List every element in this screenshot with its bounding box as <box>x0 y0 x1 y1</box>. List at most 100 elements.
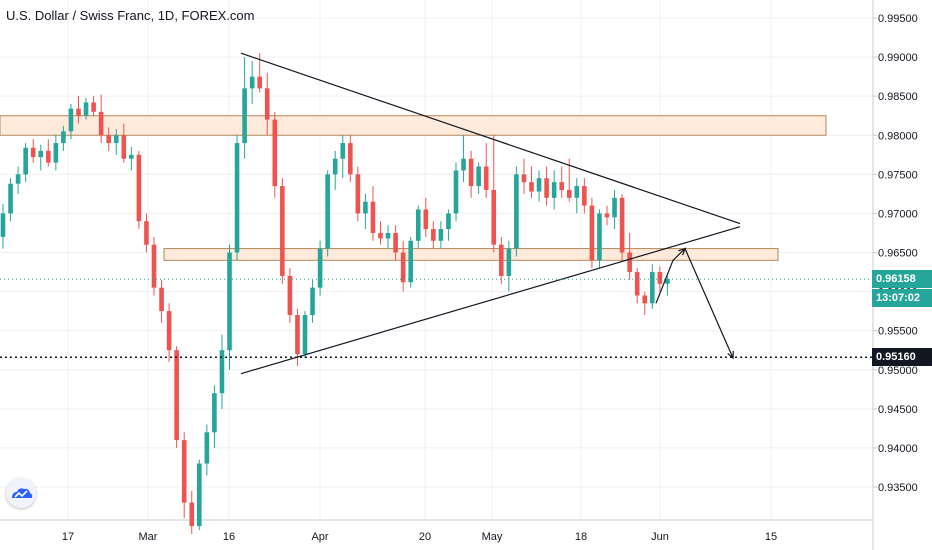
candle-body <box>113 135 119 144</box>
price-axis-label: 0.95000 <box>878 365 918 377</box>
candle-body <box>431 229 436 241</box>
zone-rect <box>163 248 779 261</box>
symbol-title: U.S. Dollar / Swiss Franc, 1D, FOREX.com <box>6 8 255 23</box>
candle-body <box>174 350 179 441</box>
arrow-head <box>727 351 734 360</box>
candle-body <box>0 213 6 237</box>
candle-body <box>15 174 21 184</box>
candle-body <box>529 182 534 192</box>
candle-body <box>144 221 149 245</box>
candle-body <box>8 183 13 214</box>
price-axis-label: 0.97000 <box>878 208 918 220</box>
tradingview-logo-icon[interactable] <box>6 478 36 508</box>
candle-body <box>287 275 293 316</box>
candle-body <box>340 143 346 159</box>
candle-body <box>378 232 383 239</box>
zone-rect <box>0 115 827 136</box>
candle-body <box>212 393 217 433</box>
time-axis-label: Mar <box>139 531 158 543</box>
price-axis-label: 0.98000 <box>878 130 918 142</box>
candle-body <box>264 88 270 120</box>
projection-path <box>655 247 734 359</box>
candle-body <box>499 244 504 276</box>
current-price-tag: 0.96158 <box>872 270 932 289</box>
time-axis-label: 18 <box>575 531 587 543</box>
candle-body <box>227 252 232 351</box>
candle-body <box>355 174 361 214</box>
candle-body <box>295 315 300 355</box>
candle-body <box>423 209 429 230</box>
candle-body <box>438 229 444 241</box>
candle-body <box>83 102 89 116</box>
candle-body <box>121 135 127 159</box>
candle-body <box>642 295 648 304</box>
candle-body <box>491 189 497 245</box>
candle-body <box>136 154 142 222</box>
candle-body <box>310 287 315 316</box>
price-axis-label: 0.96500 <box>878 248 918 260</box>
time-axis-label: Jun <box>651 531 669 543</box>
candle-body <box>23 147 28 175</box>
candle-body <box>166 311 172 351</box>
candle-body <box>204 432 210 464</box>
candle-body <box>453 170 459 214</box>
candle-body <box>634 272 640 296</box>
candle-body <box>234 143 240 253</box>
time-axis-label: 17 <box>62 531 74 543</box>
time-axis-label: 16 <box>223 531 235 543</box>
candle-body <box>589 205 595 261</box>
candle-body <box>30 147 36 158</box>
candle-body <box>370 201 376 233</box>
candle-body <box>325 174 330 249</box>
candle-body <box>665 279 670 284</box>
price-axis-label: 0.97500 <box>878 169 918 181</box>
candle-body <box>68 108 74 132</box>
candle-body <box>219 350 225 394</box>
candle-body <box>280 186 285 276</box>
trendline <box>240 226 741 375</box>
candle-body <box>582 186 587 206</box>
candle-body <box>408 240 413 283</box>
price-axis-label: 0.94000 <box>878 443 918 455</box>
candle-body <box>151 244 157 288</box>
candle-body <box>514 174 519 249</box>
countdown-label: 13:07:02 <box>876 292 921 305</box>
candle-body <box>536 178 542 192</box>
trendline <box>240 52 741 225</box>
candle-body <box>400 252 406 283</box>
candle-body <box>559 182 564 190</box>
candle-body <box>551 182 557 198</box>
candle-body <box>506 248 512 276</box>
candle-body <box>129 154 134 159</box>
candle-body <box>393 232 398 253</box>
candle-body <box>468 158 474 187</box>
candle-body <box>650 272 655 304</box>
time-axis-label: Apr <box>311 531 328 543</box>
arrow-head <box>678 247 686 256</box>
candle-body <box>363 201 368 214</box>
candle-body <box>242 88 247 144</box>
price-axis-label: 0.99000 <box>878 52 918 64</box>
candle-body <box>597 213 602 261</box>
candle-body <box>98 111 104 136</box>
candle-body <box>159 287 164 312</box>
candle-body <box>385 232 391 239</box>
price-axis-label: 0.98500 <box>878 91 918 103</box>
target-price-label: 0.95160 <box>876 351 916 364</box>
time-axis-label: 20 <box>419 531 431 543</box>
time-axis-label: May <box>482 531 503 543</box>
candle-body <box>604 213 610 218</box>
candle-body <box>348 143 353 175</box>
candle-body <box>197 463 202 527</box>
candle-body <box>574 186 580 198</box>
candle-body <box>476 166 481 187</box>
candle-body <box>76 108 81 116</box>
candle-body <box>619 197 625 253</box>
countdown-tag: 13:07:02 <box>872 289 932 308</box>
candle-body <box>521 174 527 183</box>
price-axis-label: 0.95500 <box>878 326 918 338</box>
candle-body <box>461 158 466 171</box>
candle-body <box>612 197 617 218</box>
candle-body <box>483 166 489 190</box>
